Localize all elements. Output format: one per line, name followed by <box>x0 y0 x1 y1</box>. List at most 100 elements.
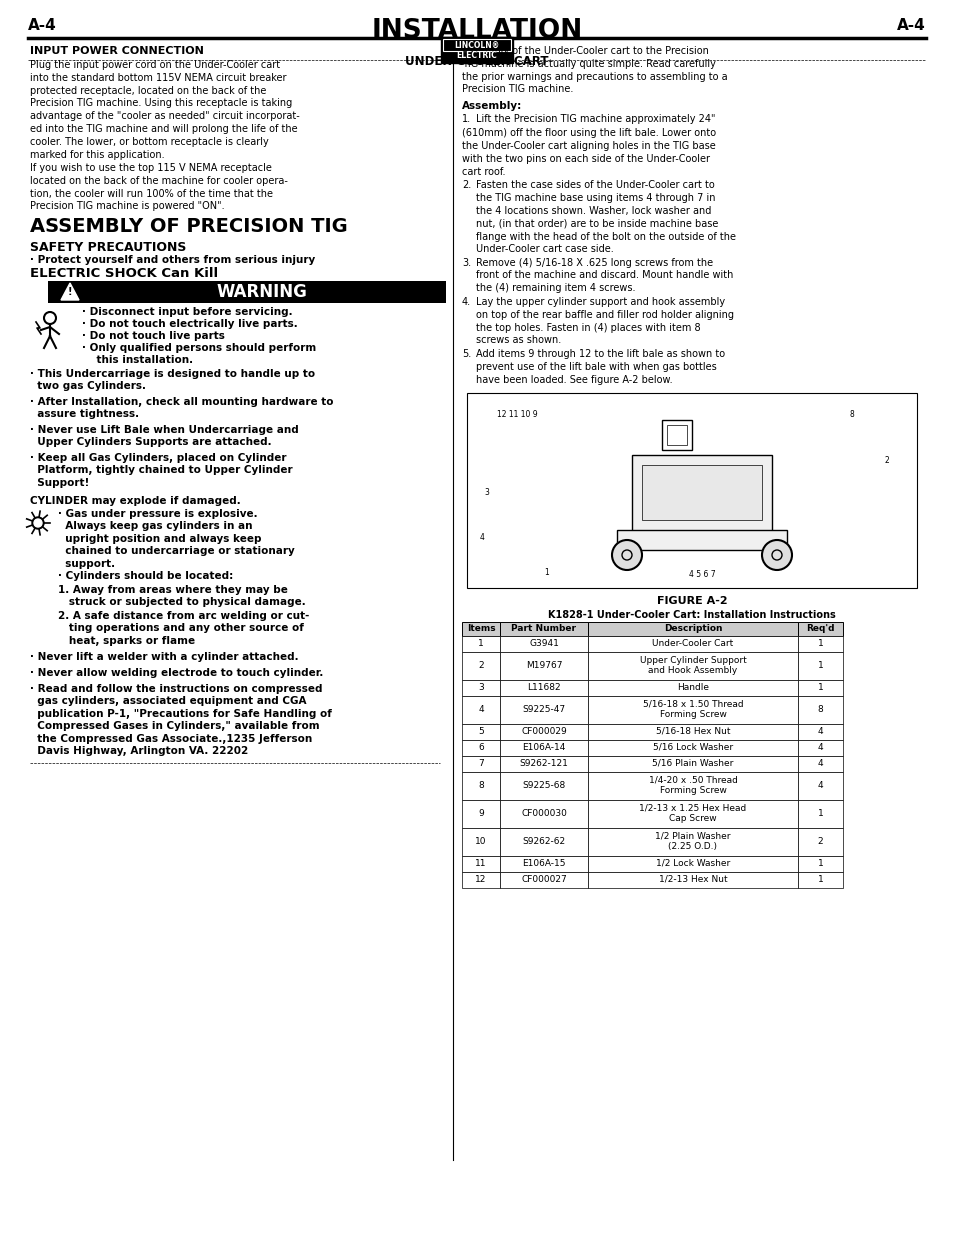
Text: SAFETY PRECAUTIONS: SAFETY PRECAUTIONS <box>30 241 186 254</box>
Text: Part Number: Part Number <box>511 624 576 634</box>
Circle shape <box>761 540 791 571</box>
Text: If you wish to use the top 115 V NEMA receptacle
located on the back of the mach: If you wish to use the top 115 V NEMA re… <box>30 163 288 211</box>
Bar <box>440 37 513 63</box>
Bar <box>587 756 797 772</box>
Text: · Gas under pressure is explosive.
  Always keep gas cylinders in an
  upright p: · Gas under pressure is explosive. Alway… <box>58 509 294 568</box>
Text: · Never use Lift Bale when Undercarriage and
  Upper Cylinders Supports are atta: · Never use Lift Bale when Undercarriage… <box>30 425 298 447</box>
Bar <box>461 756 499 772</box>
Text: 1: 1 <box>817 638 822 648</box>
Text: S9225-47: S9225-47 <box>522 705 565 714</box>
Text: E106A-14: E106A-14 <box>521 743 565 752</box>
Bar <box>499 799 587 827</box>
Bar <box>797 856 842 872</box>
Bar <box>461 621 499 636</box>
Bar <box>661 420 691 450</box>
Bar <box>442 40 511 51</box>
Text: 8: 8 <box>849 410 854 419</box>
Bar <box>797 772 842 799</box>
Text: Handle: Handle <box>677 683 708 692</box>
Text: 7: 7 <box>477 760 483 768</box>
Text: 2.: 2. <box>461 180 471 190</box>
Bar <box>587 872 797 888</box>
Text: Under-Cooler Cart: Under-Cooler Cart <box>652 638 733 648</box>
Text: 12: 12 <box>475 876 486 884</box>
Text: 1: 1 <box>817 661 822 671</box>
Polygon shape <box>61 283 79 300</box>
Text: CF000030: CF000030 <box>520 809 566 818</box>
Text: Fasten the case sides of the Under-Cooler cart to
the TIG machine base using ite: Fasten the case sides of the Under-Coole… <box>476 180 735 254</box>
Text: 1: 1 <box>477 638 483 648</box>
Text: 1/2 Lock Washer: 1/2 Lock Washer <box>655 860 729 868</box>
Text: Add items 9 through 12 to the lift bale as shown to
prevent use of the lift bale: Add items 9 through 12 to the lift bale … <box>476 350 724 384</box>
Text: 1/2-13 Hex Nut: 1/2-13 Hex Nut <box>658 876 726 884</box>
Text: Remove (4) 5/16-18 X .625 long screws from the
front of the machine and discard.: Remove (4) 5/16-18 X .625 long screws fr… <box>476 258 733 293</box>
Circle shape <box>612 540 641 571</box>
Text: 11: 11 <box>475 860 486 868</box>
Bar <box>461 636 499 652</box>
Text: 4: 4 <box>817 760 822 768</box>
Text: S9262-62: S9262-62 <box>522 837 565 846</box>
Text: WARNING: WARNING <box>216 283 307 301</box>
Bar <box>587 679 797 695</box>
Text: · After Installation, check all mounting hardware to
  assure tightness.: · After Installation, check all mounting… <box>30 396 334 420</box>
Text: 4: 4 <box>817 743 822 752</box>
Text: 1/4-20 x .50 Thread
Forming Screw: 1/4-20 x .50 Thread Forming Screw <box>648 776 737 795</box>
Bar <box>797 636 842 652</box>
Bar <box>461 872 499 888</box>
Text: 4 5 6 7: 4 5 6 7 <box>688 571 715 579</box>
Bar <box>461 724 499 740</box>
Text: 4: 4 <box>479 534 484 542</box>
Text: 9: 9 <box>477 809 483 818</box>
Text: · Never lift a welder with a cylinder attached.: · Never lift a welder with a cylinder at… <box>30 652 298 662</box>
Bar <box>587 856 797 872</box>
Text: 2: 2 <box>477 661 483 671</box>
Text: 1/2 Plain Washer
(2.25 O.D.): 1/2 Plain Washer (2.25 O.D.) <box>655 831 730 851</box>
Bar <box>499 756 587 772</box>
Bar <box>587 799 797 827</box>
Bar <box>461 695 499 724</box>
Bar <box>587 652 797 679</box>
Text: E106A-15: E106A-15 <box>521 860 565 868</box>
Text: CF000027: CF000027 <box>520 876 566 884</box>
Text: 1: 1 <box>817 860 822 868</box>
Bar <box>587 740 797 756</box>
Text: G3941: G3941 <box>529 638 558 648</box>
Bar <box>587 724 797 740</box>
Bar <box>797 872 842 888</box>
Text: 1. Away from areas where they may be
   struck or subjected to physical damage.: 1. Away from areas where they may be str… <box>58 585 305 608</box>
Bar <box>499 772 587 799</box>
Bar <box>461 740 499 756</box>
Text: INSTALLATION: INSTALLATION <box>371 19 582 44</box>
Text: A-4: A-4 <box>897 19 925 33</box>
Text: · Disconnect input before servicing.: · Disconnect input before servicing. <box>82 308 293 317</box>
Bar <box>499 636 587 652</box>
Bar <box>797 724 842 740</box>
Text: L11682: L11682 <box>527 683 560 692</box>
Bar <box>499 856 587 872</box>
Text: 5/16-18 Hex Nut: 5/16-18 Hex Nut <box>655 727 729 736</box>
Text: CYLINDER may explode if damaged.: CYLINDER may explode if damaged. <box>30 496 240 506</box>
Bar <box>467 393 916 588</box>
Bar <box>797 652 842 679</box>
Text: Assembly:: Assembly: <box>461 101 521 111</box>
Text: · Cylinders should be located:: · Cylinders should be located: <box>58 571 233 580</box>
Text: FIGURE A-2: FIGURE A-2 <box>656 595 726 605</box>
Text: 3.: 3. <box>461 258 471 268</box>
Text: 3: 3 <box>484 488 489 496</box>
Text: 1/2-13 x 1.25 Hex Head
Cap Screw: 1/2-13 x 1.25 Hex Head Cap Screw <box>639 804 746 824</box>
Text: 1: 1 <box>817 683 822 692</box>
Bar <box>666 425 686 445</box>
Text: 3: 3 <box>477 683 483 692</box>
Bar <box>499 695 587 724</box>
Text: 6: 6 <box>477 743 483 752</box>
Bar <box>587 621 797 636</box>
Text: 5/16 Plain Washer: 5/16 Plain Washer <box>652 760 733 768</box>
Bar <box>499 679 587 695</box>
Text: 8: 8 <box>817 705 822 714</box>
Bar <box>461 652 499 679</box>
Text: Upper Cylinder Support
and Hook Assembly: Upper Cylinder Support and Hook Assembly <box>639 656 745 676</box>
Text: ELECTRIC: ELECTRIC <box>456 52 497 61</box>
Text: · This Undercarriage is designed to handle up to
  two gas Cylinders.: · This Undercarriage is designed to hand… <box>30 369 314 391</box>
Bar <box>587 636 797 652</box>
Text: !: ! <box>68 287 72 296</box>
